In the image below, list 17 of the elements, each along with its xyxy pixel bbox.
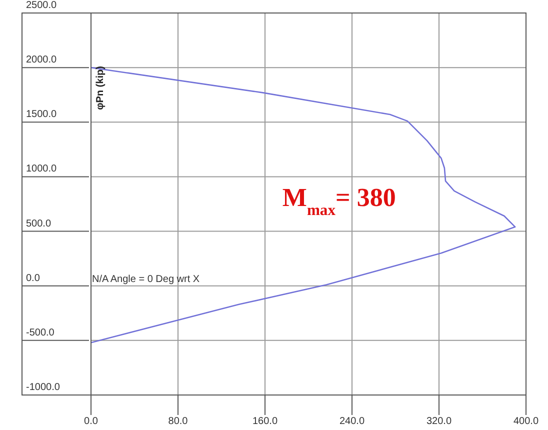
x-tick-label: 80.0 (168, 416, 188, 428)
annotation: N/A Angle = 0 Deg wrt X (92, 274, 200, 285)
x-tick-label: 400.0 (513, 416, 539, 428)
y-tick-label: -1000.0 (26, 382, 60, 393)
y-tick-label: 0.0 (26, 272, 40, 284)
y-tick-label: 2000.0 (26, 54, 58, 66)
annotation: M$_{max}$= 380 (282, 182, 396, 218)
y-tick-label: -500.0 (26, 327, 55, 338)
x-tick-label: 240.0 (339, 416, 365, 428)
y-axis-title: φPn (kip) (95, 66, 106, 110)
y-tick-label: 1000.0 (26, 164, 58, 175)
y-tick-label: 2500.0 (26, 0, 58, 11)
x-tick-label: 0.0 (84, 416, 98, 428)
x-tick-label: 160.0 (252, 416, 278, 428)
y-tick-label: 1500.0 (26, 109, 58, 120)
y-tick-label: 500.0 (26, 218, 52, 230)
x-tick-label: 320.0 (426, 416, 452, 428)
